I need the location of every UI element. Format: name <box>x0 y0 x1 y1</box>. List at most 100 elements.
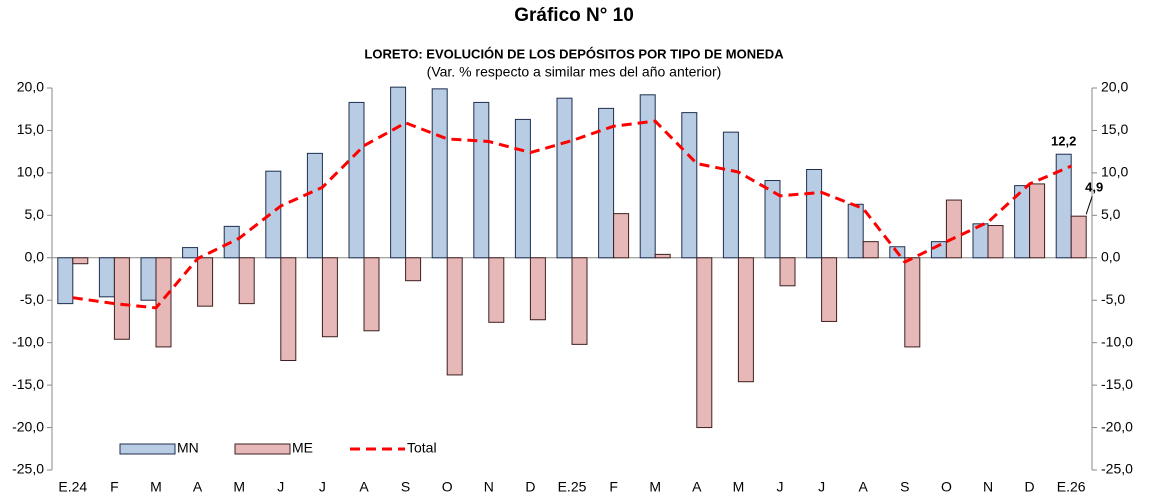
bar <box>764 180 781 259</box>
bar <box>57 257 74 305</box>
value-label: 4,9 <box>1085 180 1103 195</box>
bar <box>972 223 989 259</box>
bar <box>654 253 671 259</box>
bar <box>639 94 656 259</box>
y-tick-label: 20,0 <box>17 79 44 95</box>
x-tick-label: A <box>193 479 203 495</box>
x-tick-label: A <box>359 479 369 495</box>
x-tick-label: M <box>649 479 661 495</box>
leader-line <box>1085 196 1093 215</box>
x-tick-label: M <box>233 479 245 495</box>
bar <box>613 213 630 259</box>
y2-tick-label: 0,0 <box>1101 248 1121 264</box>
bar <box>431 88 448 259</box>
y-tick-label: -15,0 <box>12 376 44 392</box>
x-tick-label: O <box>442 479 453 495</box>
bar <box>806 168 823 259</box>
bar <box>571 257 588 345</box>
bar <box>696 257 713 429</box>
x-tick-label: F <box>609 479 618 495</box>
y2-tick-label: -5,0 <box>1101 291 1125 307</box>
line <box>72 119 1072 310</box>
y-tick-label: -20,0 <box>12 418 44 434</box>
bar <box>72 257 89 265</box>
legend-swatch <box>119 443 176 455</box>
legend-label: MN <box>177 440 199 456</box>
x-tick-label: M <box>733 479 745 495</box>
y2-tick-label: 20,0 <box>1101 79 1128 95</box>
bar <box>363 257 380 332</box>
bar <box>265 170 282 259</box>
bar <box>390 86 407 259</box>
y2-tick-label: 15,0 <box>1101 121 1128 137</box>
bar <box>348 101 365 259</box>
x-tick-label: D <box>1025 479 1035 495</box>
bar <box>446 257 463 376</box>
bar <box>223 225 240 259</box>
x-tick-label: A <box>859 479 869 495</box>
bar <box>98 257 115 298</box>
bar <box>1055 153 1072 259</box>
bar <box>113 257 130 340</box>
legend-swatch <box>234 443 291 455</box>
legend-label: ME <box>292 440 313 456</box>
bar <box>473 101 490 259</box>
y2-tick-label: -15,0 <box>1101 376 1133 392</box>
bar <box>904 257 921 348</box>
y-tick-label: 0,0 <box>25 248 45 264</box>
bar <box>405 257 422 282</box>
x-tick-label: D <box>525 479 535 495</box>
y2-tick-label: -10,0 <box>1101 333 1133 349</box>
y2-tick-label: -20,0 <box>1101 418 1133 434</box>
legend-label: Total <box>407 440 437 456</box>
bar <box>514 118 531 259</box>
bar <box>945 199 962 259</box>
bar <box>1029 183 1046 259</box>
x-tick-label: N <box>484 479 494 495</box>
bar <box>238 257 255 305</box>
y-tick-label: 10,0 <box>17 164 44 180</box>
y-tick-label: -5,0 <box>20 291 44 307</box>
bar <box>140 257 157 301</box>
x-tick-label: J <box>777 479 784 495</box>
bar <box>821 257 838 322</box>
bar <box>556 97 573 259</box>
bar <box>488 257 505 323</box>
x-tick-label: E.24 <box>58 479 87 495</box>
x-tick-label: E.26 <box>1057 479 1086 495</box>
y-tick-label: 5,0 <box>25 206 45 222</box>
bar <box>182 247 199 259</box>
value-label: 12,2 <box>1051 134 1076 149</box>
bar <box>1070 215 1087 259</box>
bar <box>681 112 698 259</box>
x-tick-label: F <box>110 479 119 495</box>
x-tick-label: E.25 <box>558 479 587 495</box>
bar <box>847 203 864 259</box>
y-tick-label: -25,0 <box>12 461 44 477</box>
bar <box>598 107 615 259</box>
bar <box>737 257 754 383</box>
y2-tick-label: 10,0 <box>1101 164 1128 180</box>
x-tick-label: A <box>692 479 702 495</box>
y2-tick-label: 5,0 <box>1101 206 1121 222</box>
y-tick-label: 15,0 <box>17 121 44 137</box>
bar <box>987 225 1004 259</box>
bar <box>280 257 297 361</box>
x-tick-label: S <box>900 479 909 495</box>
bar <box>779 257 796 287</box>
x-tick-label: N <box>983 479 993 495</box>
bar <box>722 131 739 259</box>
bar <box>321 257 338 338</box>
x-tick-label: S <box>401 479 410 495</box>
chart-title: Gráfico N° 10 <box>514 5 634 26</box>
x-tick-label: O <box>941 479 952 495</box>
chart-note: (Var. % respecto a similar mes del año a… <box>427 64 722 80</box>
chart-subtitle: LORETO: EVOLUCIÓN DE LOS DEPÓSITOS POR T… <box>364 46 784 61</box>
x-tick-label: J <box>277 479 284 495</box>
x-tick-label: M <box>150 479 162 495</box>
x-tick-label: J <box>818 479 825 495</box>
bar <box>306 152 323 259</box>
bar <box>197 257 214 307</box>
